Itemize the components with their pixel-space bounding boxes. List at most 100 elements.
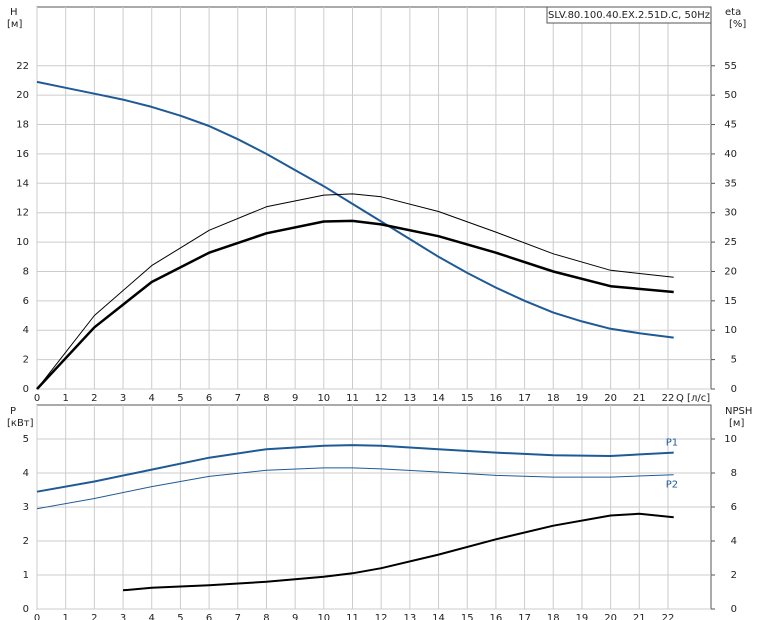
x-tick-label: 6 [206,393,212,404]
x-tick-label: 0 [34,393,40,404]
y-tick-label: 2 [23,536,29,547]
y2-tick-label: 20 [724,266,737,277]
x-tick-label: 19 [576,613,589,620]
x-tick-label: 1 [62,613,68,620]
y2-tick-label: 4 [731,536,737,547]
y2-tick-label: 30 [724,208,737,219]
y2-axis-unit: [%] [729,19,746,30]
x-tick-label: 10 [317,613,330,620]
x-tick-label: 1 [62,393,68,404]
y2-tick-label: 35 [724,178,737,189]
curve [36,193,674,390]
series-label: P2 [666,480,678,491]
x-tick-label: 15 [461,393,474,404]
y2-tick-label: 2 [731,570,737,581]
y-axis-unit: [м] [7,19,22,30]
x-tick-label: 19 [576,393,589,404]
y-tick-label: 10 [16,237,29,248]
y2-tick-label: 10 [724,434,737,445]
x-tick-label: 12 [375,613,388,620]
curve [122,512,674,592]
y-axis-label: H [10,7,18,18]
y2-tick-label: 25 [724,237,737,248]
x-tick-label: 4 [149,393,155,404]
curve [36,219,674,390]
x-tick-label: 11 [346,613,359,620]
y-tick-label: 5 [23,434,29,445]
x-tick-label: 14 [432,393,445,404]
x-tick-label: 7 [235,613,241,620]
title-box [546,6,712,24]
x-tick-label: 9 [292,393,298,404]
x-tick-label: 12 [375,393,388,404]
x-tick-label: 5 [177,393,183,404]
y-tick-label: 12 [16,208,29,219]
y2-tick-label: 0 [731,384,737,395]
y-tick-label: 8 [23,266,29,277]
x-tick-label: 8 [263,613,269,620]
x-tick-label: 13 [403,613,416,620]
y2-tick-label: 10 [724,325,737,336]
y-tick-label: 16 [16,149,29,160]
x-tick-label: 9 [292,613,298,620]
y-tick-label: 3 [23,502,29,513]
y-tick-label: 4 [23,325,29,336]
x-tick-label: 3 [120,393,126,404]
chart-title: SLV.80.100.40.EX.2.51D.C, 50Hz [548,10,710,21]
y2-tick-label: 45 [724,120,737,131]
y2-tick-label: 15 [724,296,737,307]
series-label: P1 [666,438,678,449]
x-tick-label: 10 [317,393,330,404]
y-tick-label: 18 [16,120,29,131]
x-tick-label: 20 [604,393,617,404]
x-tick-label: 2 [91,393,97,404]
y2-axis-unit: [м] [729,418,744,429]
x-tick-label: 13 [403,393,416,404]
x-tick-label: 21 [633,613,646,620]
x-tick-label: 16 [490,393,503,404]
x-tick-label: 17 [518,393,531,404]
x-tick-label: 22 [662,393,675,404]
x-tick-label: 21 [633,393,646,404]
y-tick-label: 6 [23,296,29,307]
plot-area [36,6,712,390]
y2-tick-label: 0 [731,604,737,615]
x-tick-label: 18 [547,393,560,404]
y-tick-label: 20 [16,90,29,101]
x-tick-label: 6 [206,613,212,620]
x-tick-label: 20 [604,613,617,620]
x-tick-label: 14 [432,613,445,620]
y-tick-label: 22 [16,61,29,72]
y2-tick-label: 6 [731,502,737,513]
x-tick-label: 17 [518,613,531,620]
x-tick-label: 3 [120,613,126,620]
y2-tick-label: 50 [724,90,737,101]
y-tick-label: 0 [23,384,29,395]
x-axis-label: Q [л/с] [676,393,710,404]
curve [36,80,674,339]
x-tick-label: 5 [177,613,183,620]
x-tick-label: 16 [490,613,503,620]
x-tick-label: 8 [263,393,269,404]
x-tick-label: 22 [662,613,675,620]
y2-tick-label: 5 [731,355,737,366]
y-tick-label: 1 [23,570,29,581]
y-tick-label: 4 [23,468,29,479]
y-tick-label: 2 [23,355,29,366]
y2-tick-label: 40 [724,149,737,160]
x-tick-label: 11 [346,393,359,404]
y2-tick-label: 55 [724,61,737,72]
x-tick-label: 4 [149,613,155,620]
y-tick-label: 14 [16,178,29,189]
y-axis-unit: [кВт] [7,418,34,429]
curve [36,444,674,493]
y-axis-label: P [10,406,16,417]
x-tick-label: 15 [461,613,474,620]
y2-tick-label: 8 [731,468,737,479]
y2-axis-label: NPSH [725,406,752,417]
y2-axis-label: eta [725,7,741,18]
curve [36,467,674,510]
x-tick-label: 2 [91,613,97,620]
x-tick-label: 7 [235,393,241,404]
